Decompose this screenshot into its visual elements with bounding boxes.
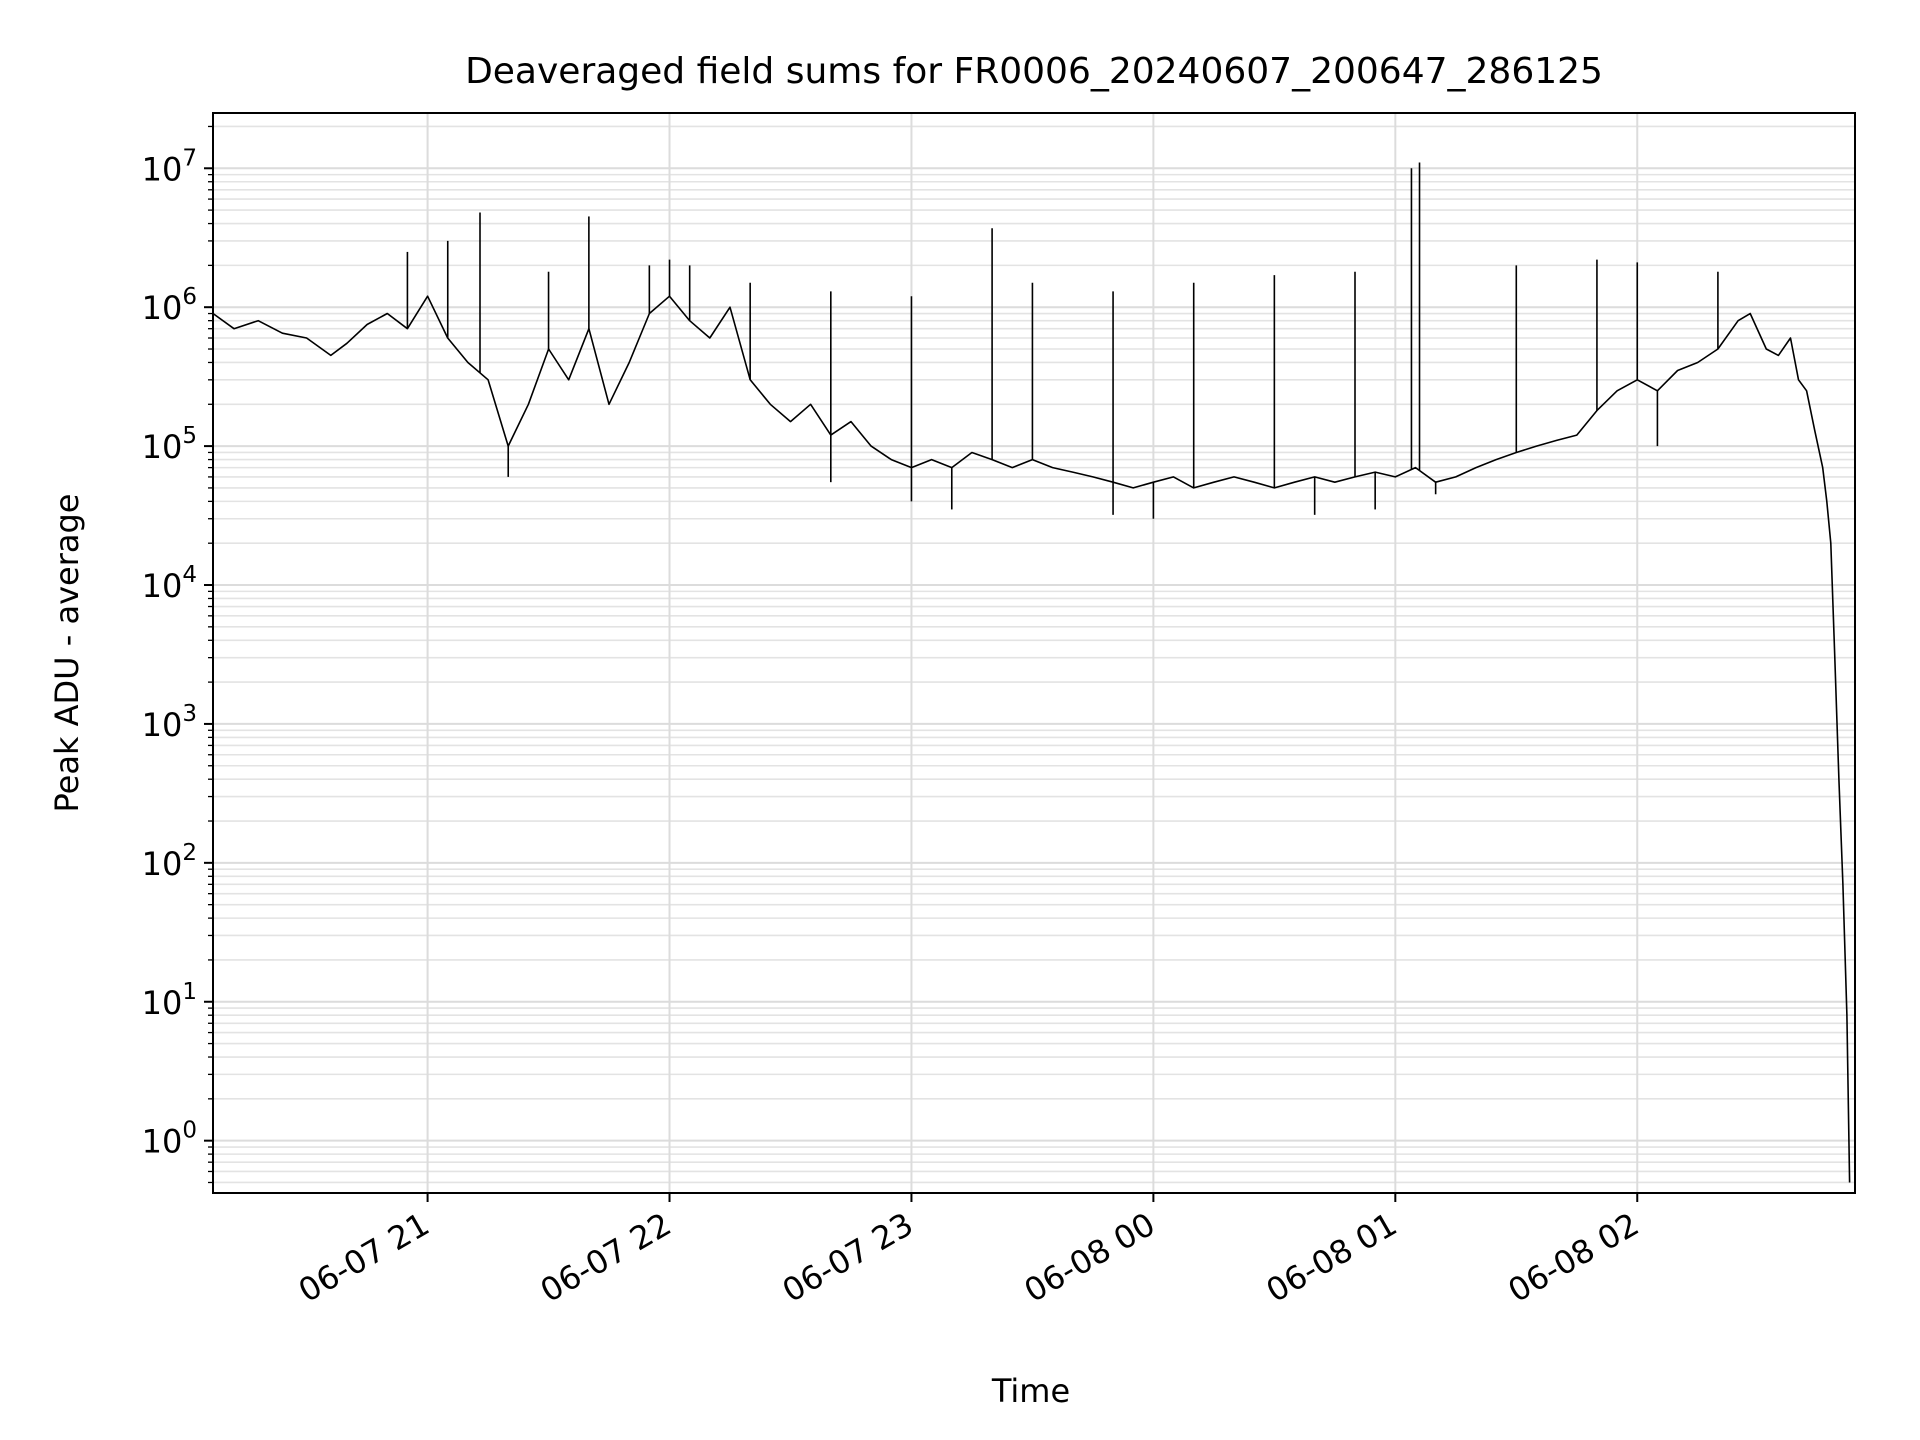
y-tick-label: 106	[142, 284, 197, 327]
series-group	[212, 162, 1851, 1183]
plot-frame	[212, 112, 1856, 1194]
y-tick-label: 105	[142, 423, 197, 466]
chart-title: Deaveraged field sums for FR0006_2024060…	[465, 51, 1603, 92]
x-axis-label: Time	[991, 1372, 1070, 1410]
y-tick-label: 101	[142, 979, 197, 1022]
y-tick-label: 107	[142, 145, 197, 188]
y-tick-label: 103	[142, 701, 197, 744]
series-line	[212, 295, 1851, 1183]
y-axis-label: Peak ADU - average	[48, 494, 86, 813]
grid	[213, 113, 1855, 1193]
y-tick-label: 104	[142, 562, 197, 605]
y-tick-label: 100	[142, 1118, 197, 1161]
y-tick-label: 102	[142, 840, 197, 883]
